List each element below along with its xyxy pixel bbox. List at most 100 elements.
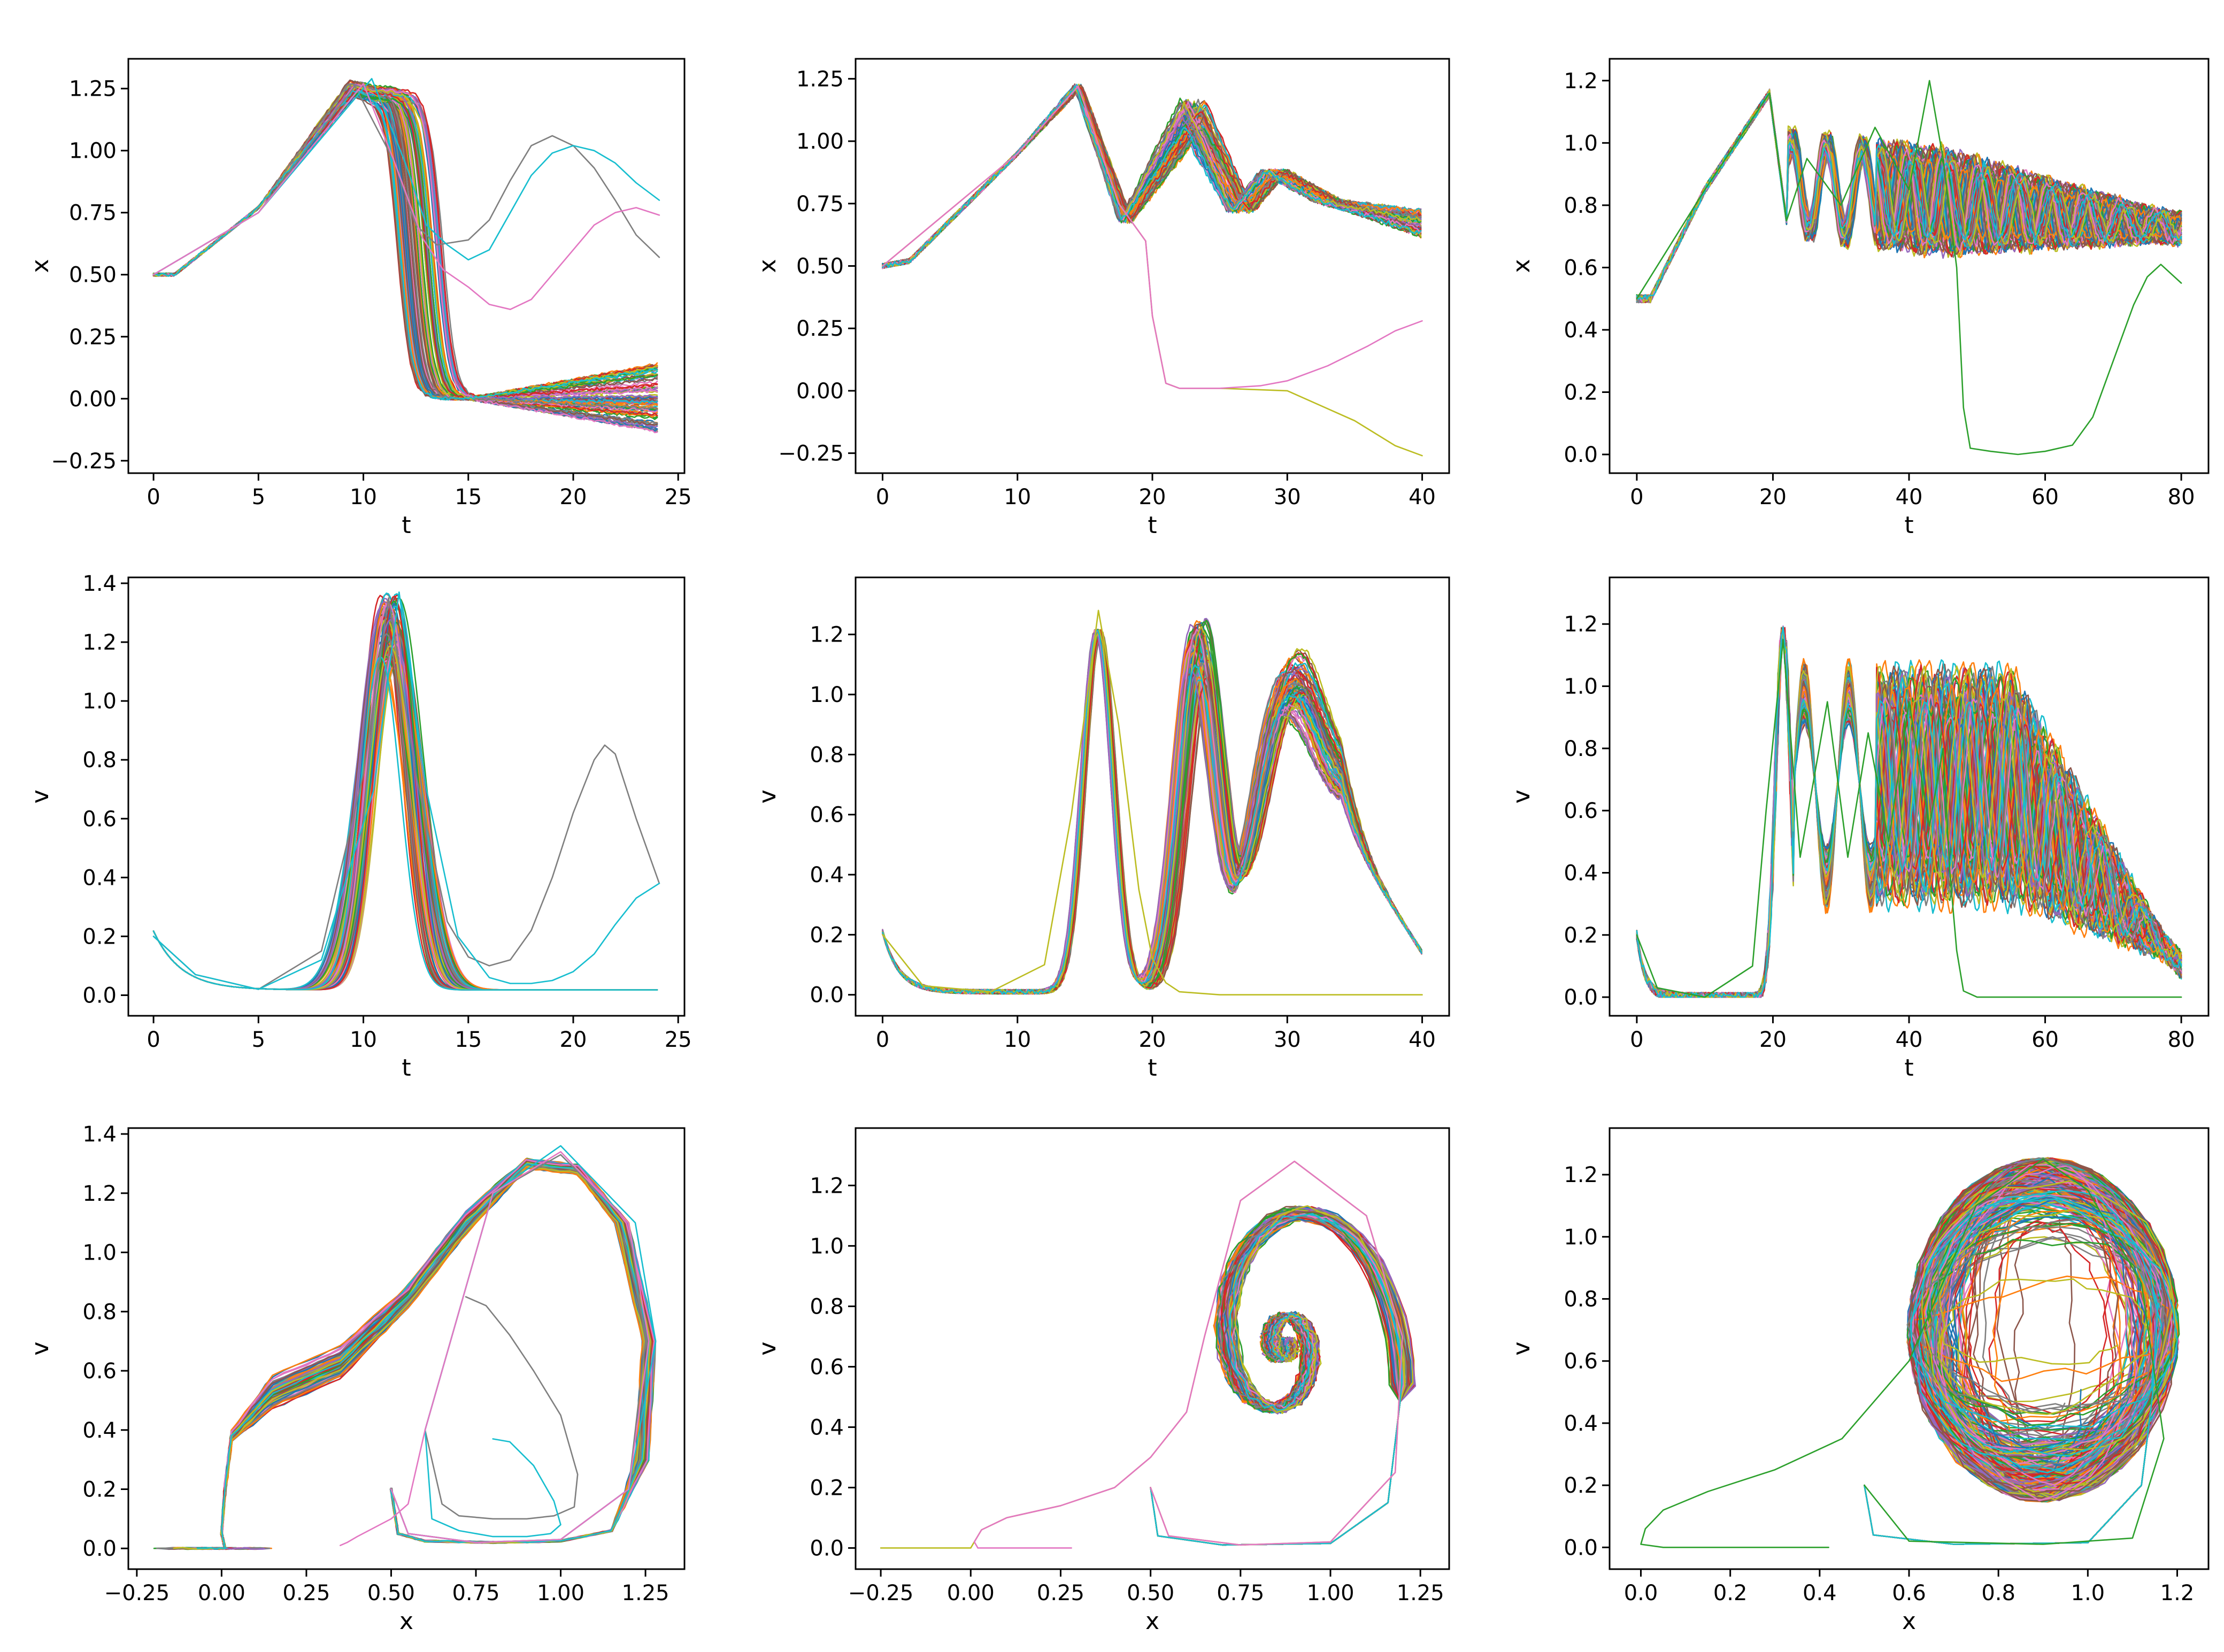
ensemble-trace — [157, 1161, 653, 1550]
plot-area — [152, 78, 660, 434]
ensemble-trace — [183, 1159, 654, 1550]
ensemble-trace — [882, 622, 1422, 995]
ensemble-trace — [161, 1164, 648, 1550]
ensemble-trace — [216, 1160, 655, 1550]
outlier-trace — [1636, 639, 2182, 998]
ensemble-trace — [882, 630, 1422, 994]
y-tick-label: 0.0 — [1564, 1535, 1598, 1560]
ensemble-trace — [1150, 1218, 1401, 1546]
ensemble-trace — [882, 621, 1422, 995]
ensemble-trace — [220, 1165, 647, 1550]
x-tick-label: 0.25 — [282, 1581, 330, 1605]
ensemble-trace — [882, 628, 1422, 994]
y-tick-label: 0.0 — [1564, 985, 1598, 1010]
x-tick-label: 10 — [350, 1028, 377, 1052]
ensemble-trace — [152, 83, 658, 411]
x-axis-label: x — [1902, 1608, 1916, 1635]
ensemble-trace — [221, 1163, 649, 1550]
y-tick-label: 1.0 — [810, 683, 844, 707]
x-tick-label: 0 — [876, 485, 889, 510]
ensemble-trace — [180, 1158, 656, 1550]
subplot-v-vs-x-phase-tmax24: −0.25 0.00 0.25 0.50 0.75 1.00 1.25 0.0 0.2 0.4 0.… — [27, 1122, 686, 1635]
ensemble-trace — [221, 1162, 650, 1550]
plot-area — [1640, 1157, 2180, 1548]
ensemble-trace — [188, 1168, 643, 1550]
subplot-v-vs-t-tmax80: 0 20 40 60 80 0.0 0.2 0.4 0.6 0.8 1.0 1.2 t v — [1508, 576, 2210, 1082]
ensemble-trace — [882, 617, 1422, 994]
x-tick-label: −0.25 — [848, 1581, 914, 1605]
x-tick-label: 25 — [665, 485, 692, 510]
ensemble-trace — [882, 629, 1422, 995]
ensemble-trace — [220, 1157, 656, 1550]
ensemble-trace — [188, 1159, 655, 1550]
ensemble-trace — [882, 628, 1422, 995]
x-tick-label: 0.2 — [1713, 1581, 1748, 1605]
y-tick-label: 0.6 — [1564, 799, 1598, 823]
y-tick-label: 1.0 — [810, 1234, 844, 1259]
axes-frame — [127, 58, 686, 474]
ensemble-trace — [178, 1160, 655, 1550]
y-tick-label: 1.2 — [1564, 1163, 1598, 1187]
y-tick-label: 0.8 — [1564, 737, 1598, 761]
x-tick-label: 60 — [2031, 485, 2059, 510]
y-tick-label: 0.6 — [810, 803, 844, 828]
x-tick-label: 0.50 — [367, 1581, 415, 1605]
y-tick-label: 0.6 — [82, 807, 117, 831]
ensemble-trace — [221, 1167, 644, 1550]
x-tick-label: 20 — [560, 1028, 587, 1052]
outlier-trace — [1640, 1158, 2165, 1548]
x-axis-label: t — [1148, 1054, 1157, 1082]
x-tick-label: 10 — [350, 485, 377, 510]
ensemble-trace — [882, 624, 1422, 995]
x-tick-label: 30 — [1274, 1028, 1301, 1052]
y-tick-label: 0.6 — [810, 1355, 844, 1379]
ensemble-trace — [218, 1165, 645, 1550]
y-tick-label: 0.0 — [1564, 443, 1598, 467]
axes-frame — [855, 1127, 1450, 1570]
ensemble-trace — [220, 1161, 654, 1550]
ensemble-trace — [169, 1163, 650, 1550]
ensemble-trace — [220, 1159, 653, 1550]
ensemble-trace — [882, 629, 1422, 995]
y-tick-label: 0.8 — [82, 1300, 117, 1324]
ensemble-trace — [882, 629, 1422, 995]
x-tick-label: 20 — [560, 485, 587, 510]
y-tick-label: 0.2 — [1564, 380, 1598, 405]
x-axis-label: t — [1148, 512, 1157, 539]
y-tick-label: 1.2 — [1564, 612, 1598, 637]
ensemble-trace — [218, 1162, 650, 1550]
ensemble-trace — [220, 1164, 647, 1550]
ensemble-trace — [1150, 1213, 1403, 1546]
y-tick-label: 0.50 — [796, 254, 844, 279]
subplot-x-vs-t-tmax24: 0 5 10 15 20 25 −0.25 0.00 0.25 0.50 0.75 1.00 1.25 t… — [27, 58, 692, 539]
plot-area — [882, 609, 1423, 995]
y-tick-label: 0.8 — [1564, 1287, 1598, 1312]
x-tick-label: 0 — [1630, 485, 1643, 510]
y-tick-label: 0.4 — [1564, 318, 1598, 343]
ensemble-trace — [164, 1165, 647, 1550]
ensemble-trace — [175, 1166, 645, 1550]
x-tick-label: 0.50 — [1127, 1581, 1174, 1605]
y-tick-label: 1.25 — [69, 77, 117, 102]
x-tick-label: 0 — [1630, 1028, 1643, 1052]
y-tick-label: 0.50 — [69, 263, 117, 288]
ensemble-trace — [882, 629, 1422, 995]
x-tick-label: −0.25 — [104, 1581, 170, 1605]
x-tick-label: 1.25 — [1397, 1581, 1444, 1605]
ensemble-trace — [882, 629, 1422, 995]
x-tick-label: 15 — [455, 1028, 482, 1052]
x-axis-label: t — [1904, 512, 1913, 539]
x-tick-label: 80 — [2168, 485, 2195, 510]
axes-frame — [1609, 58, 2210, 474]
y-axis-label: v — [1508, 1341, 1535, 1355]
x-tick-label: 1.25 — [622, 1581, 669, 1605]
ensemble-trace — [210, 1160, 656, 1550]
ensemble-trace — [196, 1163, 650, 1550]
y-tick-label: −0.25 — [778, 442, 844, 466]
ensemble-trace — [198, 1162, 652, 1550]
y-tick-label: 0.0 — [82, 983, 117, 1008]
x-tick-label: 40 — [1896, 485, 1923, 510]
x-tick-label: 40 — [1896, 1028, 1923, 1052]
y-tick-label: 0.8 — [810, 1294, 844, 1319]
y-tick-label: 0.4 — [82, 866, 117, 890]
